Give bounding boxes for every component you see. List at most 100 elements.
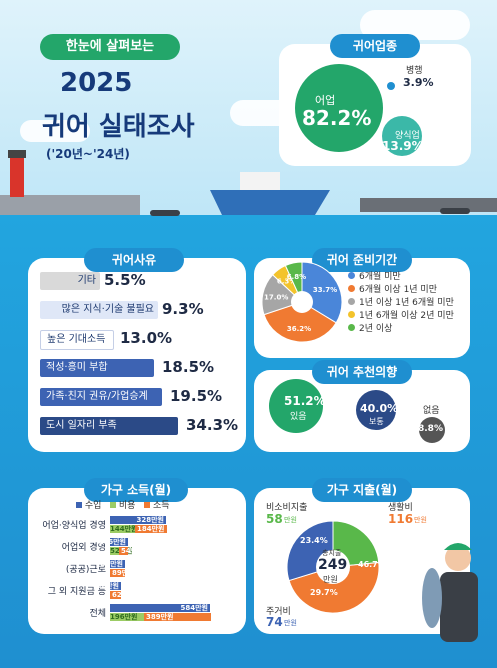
living-unit: 만원 xyxy=(414,516,427,524)
header-period: ('20년~'24년) xyxy=(46,147,130,161)
rock xyxy=(150,210,180,216)
reason-value: 19.5% xyxy=(170,387,223,405)
aqua-label: 양식업 xyxy=(395,131,420,141)
income-revenue-bar xyxy=(110,582,121,590)
legend-swatch xyxy=(348,272,355,279)
legend-swatch xyxy=(76,502,82,508)
housing-label: 주거비 xyxy=(266,607,291,617)
income-revenue-bar xyxy=(110,516,166,524)
reason-value: 5.5% xyxy=(104,271,146,289)
pie-slice-label: 6.3% xyxy=(277,278,296,286)
income-revenue-value: 328만원 xyxy=(136,516,165,524)
consumption-value: 58 xyxy=(266,512,283,526)
reason-bar: 높은 기대소득 xyxy=(40,330,114,350)
aqua-value: 13.9% xyxy=(382,139,424,153)
prep-legend-label: 1년 6개월 이상 2년 미만 xyxy=(359,311,454,321)
income-legend-label: 소득 xyxy=(152,501,170,511)
living-value: 116 xyxy=(388,512,414,526)
pie-slice-label: 6.8% xyxy=(287,273,306,281)
fisherman-illustration xyxy=(422,543,478,642)
living-label: 생활비 xyxy=(388,503,413,513)
prep-title: 귀어 준비기간 xyxy=(312,248,412,272)
legend-swatch xyxy=(348,324,355,331)
income-income-bar xyxy=(144,613,211,621)
boat-cabin xyxy=(240,172,280,190)
reason-bar: 가족·친지 권유/가업승계 xyxy=(40,388,162,406)
spending-pct-b: 46.7% xyxy=(358,560,386,569)
income-row-label: 어업·양식업 경영 xyxy=(42,521,106,531)
lighthouse-top xyxy=(8,150,26,158)
spending-center-label: 총지출 xyxy=(322,549,342,557)
breakwater xyxy=(0,195,140,215)
reason-bar: 도시 일자리 부족 xyxy=(40,417,178,435)
fishing-bubble xyxy=(295,64,383,152)
yes-value: 51.2% xyxy=(284,394,326,408)
prep-legend-label: 1년 이상 1년 6개월 미만 xyxy=(359,298,454,308)
pier xyxy=(360,198,497,212)
prep-legend-label: 6개월 이상 1년 미만 xyxy=(359,285,437,295)
legend-swatch xyxy=(348,311,355,318)
header-tagline: 한눈에 살펴보는 xyxy=(40,34,180,60)
fish xyxy=(422,568,442,628)
pie-slice-label: 36.2% xyxy=(287,325,311,333)
income-cost-value: 144만원 xyxy=(110,525,138,533)
recommend-bubbles xyxy=(269,379,445,443)
cloud xyxy=(20,120,90,142)
reason-bar: 적성·흥미 부합 xyxy=(40,359,154,377)
income-income-value: 89만원 xyxy=(112,569,135,577)
prep-legend-item: 1년 이상 1년 6개월 미만 xyxy=(348,297,454,310)
income-cost-bar xyxy=(110,525,135,533)
no-label: 없음 xyxy=(423,406,440,416)
reason-value: 34.3% xyxy=(186,416,239,434)
housing-value: 74 xyxy=(266,615,283,629)
fishing-value: 82.2% xyxy=(302,106,372,130)
types-bubbles xyxy=(295,64,422,156)
legend-swatch xyxy=(348,298,355,305)
pie-slice xyxy=(288,561,379,613)
spending-pct-a: 23.4% xyxy=(300,536,328,545)
rock xyxy=(440,208,470,214)
yes-label: 있음 xyxy=(290,412,307,422)
income-revenue-bar xyxy=(110,604,210,612)
income-cost-bar xyxy=(110,547,119,555)
prep-legend-item: 6개월 이상 1년 미만 xyxy=(348,284,454,297)
pie-hole xyxy=(291,291,313,313)
yes-bubble xyxy=(269,379,323,433)
income-legend-label: 비용 xyxy=(118,501,136,511)
income-income-bar xyxy=(110,591,121,599)
spending-title: 가구 지출(월) xyxy=(312,478,412,502)
income-revenue-value: 106만원 xyxy=(98,538,127,546)
prep-legend-label: 6개월 미만 xyxy=(359,272,401,282)
spending-pie-chart xyxy=(287,521,379,613)
fisherman-cap xyxy=(444,543,472,550)
fishing-label: 어업 xyxy=(315,94,336,107)
reason-bar: 기타 xyxy=(40,272,100,290)
consumption-unit: 만원 xyxy=(284,516,297,524)
income-income-bar xyxy=(110,569,125,577)
income-row-label: 어업외 경영 xyxy=(61,543,106,553)
prep-legend-item: 6개월 미만 xyxy=(348,271,454,284)
types-title: 귀어업종 xyxy=(330,34,420,58)
income-revenue-bar xyxy=(110,560,125,568)
pie-slice-label: 33.7% xyxy=(313,286,337,294)
no-value: 8.8% xyxy=(418,424,443,434)
income-income-value: 62만원 xyxy=(112,591,135,599)
income-income-value: 184만원 xyxy=(137,525,165,533)
header-year: 2025 xyxy=(60,68,133,98)
spending-pct-c: 29.7% xyxy=(310,588,338,597)
income-revenue-value: 584만원 xyxy=(180,604,209,612)
income-revenue-bar xyxy=(110,538,128,546)
pie-slice xyxy=(263,301,337,342)
fishing-boat xyxy=(210,190,330,215)
spending-center-unit: 만원 xyxy=(323,575,338,584)
income-cost-bar xyxy=(110,613,144,621)
legend-swatch xyxy=(110,502,117,508)
income-income-value: 389만원 xyxy=(146,613,174,621)
pie-slice-label: 17.0% xyxy=(264,293,288,301)
income-legend: 수입 비용 소득 xyxy=(76,498,170,511)
aqua-bubble xyxy=(382,116,422,156)
income-income-bar xyxy=(135,525,167,533)
legend-swatch xyxy=(348,285,355,292)
income-row-label: 전체 xyxy=(89,609,106,619)
fisherman-overalls xyxy=(440,572,478,642)
